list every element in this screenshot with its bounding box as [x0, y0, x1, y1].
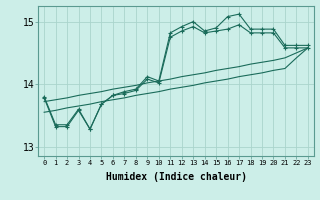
- X-axis label: Humidex (Indice chaleur): Humidex (Indice chaleur): [106, 172, 246, 182]
